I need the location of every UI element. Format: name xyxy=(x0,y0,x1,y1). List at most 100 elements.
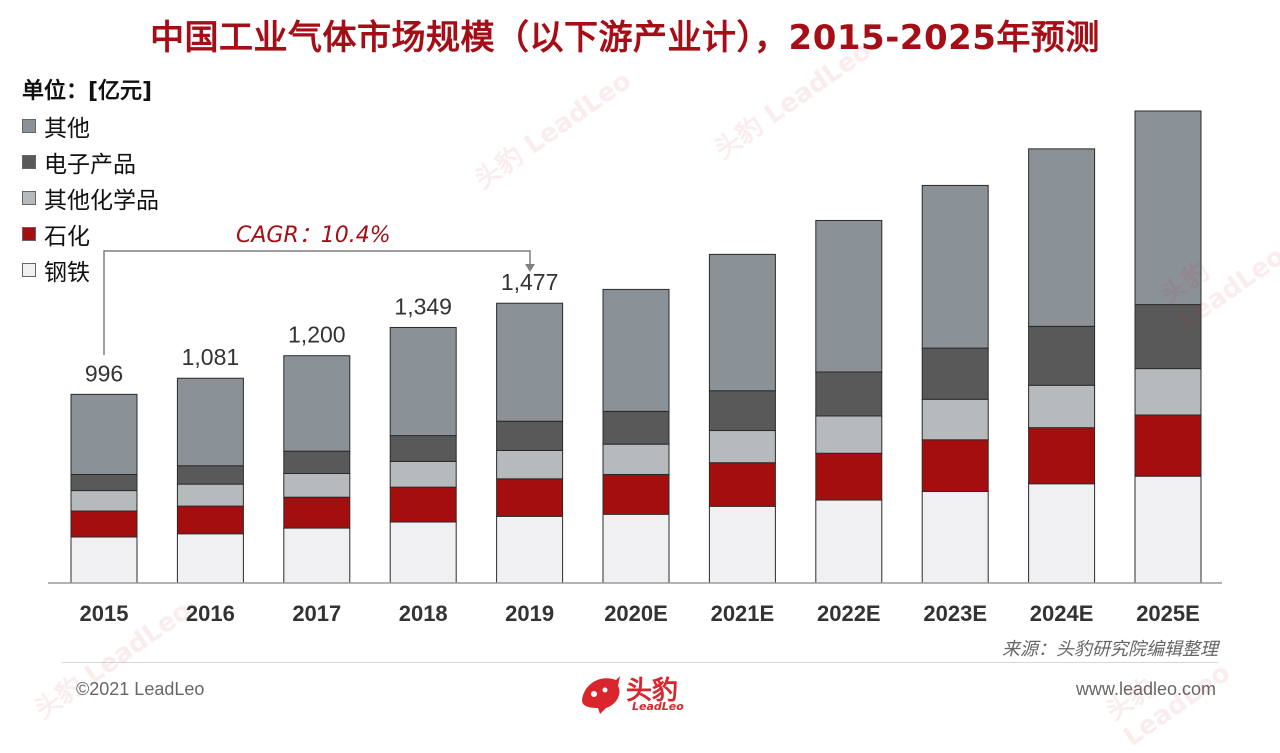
bar-segment xyxy=(283,496,351,529)
legend-label: 钢铁 xyxy=(44,260,90,286)
x-tick-label: 2016 xyxy=(186,601,235,626)
bar-segment xyxy=(921,184,989,349)
bar-segment xyxy=(708,390,776,432)
bar-segment xyxy=(389,435,457,462)
bar-segment xyxy=(1028,483,1096,584)
legend-swatch xyxy=(22,155,36,169)
x-tick-label: 2023E xyxy=(923,601,987,626)
x-tick-label: 2021E xyxy=(711,601,775,626)
x-tick-label: 2022E xyxy=(817,601,881,626)
bar-segment xyxy=(176,377,244,467)
x-tick-label: 2017 xyxy=(292,601,341,626)
bar-segment xyxy=(815,499,883,584)
bar-segment xyxy=(708,253,776,392)
cagr-bracket xyxy=(103,250,531,355)
leadleo-logo: 头豹 LeadLeo xyxy=(578,666,708,718)
cagr-arrowhead xyxy=(525,264,535,272)
bar-segment xyxy=(389,460,457,488)
bar-segment xyxy=(283,450,351,475)
legend-item-steel: 钢铁 xyxy=(22,252,159,288)
logo-text-cn: 头豹 xyxy=(626,676,679,706)
bar-segment xyxy=(70,510,138,538)
cagr-label: CAGR：10.4% xyxy=(236,223,391,248)
bar-segment xyxy=(70,536,138,584)
footer-divider xyxy=(62,662,1218,663)
bar-segment xyxy=(708,462,776,507)
bar-segment xyxy=(815,371,883,417)
bar-segment xyxy=(1134,414,1202,477)
bar-segment xyxy=(1028,427,1096,485)
legend-swatch xyxy=(22,227,36,241)
total-value-label: 1,081 xyxy=(182,344,240,370)
bar-segment xyxy=(283,527,351,584)
bar-segment xyxy=(389,326,457,437)
legend-item-electronics: 电子产品 xyxy=(22,144,159,180)
bar-segment xyxy=(1028,325,1096,386)
bar-segment xyxy=(921,347,989,400)
x-tick-label: 2015 xyxy=(80,601,129,626)
source-note: 来源：头豹研究院编辑整理 xyxy=(1002,639,1218,660)
bar-segment xyxy=(602,473,670,515)
legend-label: 电子产品 xyxy=(44,152,136,178)
bar-segment xyxy=(815,219,883,373)
bar-segment xyxy=(602,443,670,475)
unit-label: 单位：[亿元] xyxy=(22,79,153,104)
bar-segment xyxy=(176,505,244,535)
x-tick-label: 2018 xyxy=(399,601,448,626)
bar-segment xyxy=(921,439,989,493)
copyright: ©2021 LeadLeo xyxy=(76,679,205,699)
bar-segment xyxy=(602,410,670,445)
x-tick-label: 2019 xyxy=(505,601,554,626)
bars-group xyxy=(70,110,1202,584)
legend-label: 石化 xyxy=(44,224,90,250)
legend-swatch xyxy=(22,263,36,277)
bar-segment xyxy=(176,483,244,507)
bar-segment xyxy=(602,288,670,412)
chart-title: 中国工业气体市场规模（以下游产业计），2015-2025年预测 xyxy=(150,18,1100,58)
bar-segment xyxy=(496,478,564,517)
total-value-label: 996 xyxy=(85,360,123,386)
bar-segment xyxy=(389,486,457,523)
legend-item-petrochemical: 石化 xyxy=(22,216,159,252)
bar-segment xyxy=(815,452,883,501)
bar-segment xyxy=(1028,148,1096,327)
x-tick-label: 2024E xyxy=(1030,601,1094,626)
bar-segment xyxy=(496,302,564,422)
legend-swatch xyxy=(22,191,36,205)
bar-segment xyxy=(1028,384,1096,429)
bar-segment xyxy=(921,398,989,441)
legend-swatch xyxy=(22,119,36,133)
labels-group: 2015 996 2016 1,081 2017 1,200 2018 1,349 2019 1,… xyxy=(80,269,1200,626)
bar-segment xyxy=(708,505,776,584)
bar-segment xyxy=(708,430,776,464)
legend-item-other: 其他 xyxy=(22,108,159,144)
total-value-label: 1,200 xyxy=(288,322,346,348)
total-value-label: 1,477 xyxy=(501,269,559,295)
bar-segment xyxy=(496,420,564,451)
bar-segment xyxy=(70,490,138,512)
stacked-bar-chart: 2015 996 2016 1,081 2017 1,200 2018 1,349 2019 1,… xyxy=(48,110,1222,626)
bar-segment xyxy=(176,533,244,584)
x-tick-label: 2025E xyxy=(1136,601,1200,626)
legend-item-other-chemicals: 其他化学品 xyxy=(22,180,159,216)
legend: 其他 电子产品 其他化学品 石化 钢铁 xyxy=(22,108,159,288)
bar-segment xyxy=(921,491,989,584)
logo-text-en: LeadLeo xyxy=(632,700,684,713)
bar-segment xyxy=(389,521,457,584)
legend-label: 其他化学品 xyxy=(44,188,159,214)
bar-segment xyxy=(283,355,351,452)
website: www.leadleo.com xyxy=(1075,679,1216,699)
bar-segment xyxy=(1134,475,1202,584)
bar-segment xyxy=(70,473,138,492)
bar-segment xyxy=(496,449,564,480)
bar-segment xyxy=(815,415,883,454)
total-value-label: 1,349 xyxy=(394,293,452,319)
bar-segment xyxy=(496,515,564,584)
bar-segment xyxy=(283,473,351,498)
bar-segment xyxy=(602,513,670,584)
leopard-icon xyxy=(582,676,620,714)
bar-segment xyxy=(70,393,138,475)
bar-segment xyxy=(1134,110,1202,306)
bar-segment xyxy=(176,465,244,485)
bar-segment xyxy=(1134,304,1202,370)
